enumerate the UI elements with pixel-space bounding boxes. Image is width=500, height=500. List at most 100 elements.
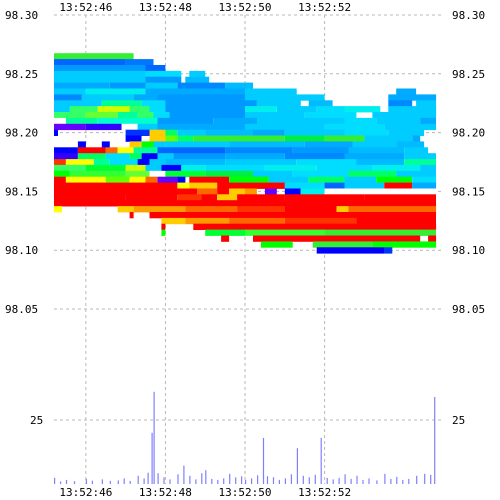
volume-bar [266, 476, 269, 484]
heatmap-cell [260, 241, 293, 248]
heatmap-cell [165, 170, 206, 178]
heatmap-cell [185, 217, 230, 225]
heatmap-cell [177, 135, 194, 142]
heatmap-cell [284, 182, 325, 189]
heatmap-cell [133, 147, 158, 154]
heatmap-cell [149, 129, 166, 136]
heatmap-cell [125, 164, 146, 172]
heatmap-cell [153, 112, 170, 119]
heatmap-cell [54, 100, 102, 107]
heatmap-cell [54, 188, 198, 195]
volume-tick-label-left: 25 [30, 414, 43, 427]
heatmap-cell [257, 100, 301, 107]
heatmap-cell [348, 147, 405, 154]
heatmap-cell [54, 159, 66, 166]
heatmap-cell [205, 129, 253, 136]
heatmap-cell [157, 117, 214, 125]
heatmap-cell [284, 129, 345, 136]
heatmap-cell [54, 182, 178, 189]
heatmap-cell [161, 223, 166, 230]
heatmap-cell [324, 135, 365, 142]
heatmap-cell [396, 88, 417, 95]
heatmap-cell [336, 206, 349, 213]
volume-bar [235, 477, 237, 484]
heatmap-cell [105, 176, 130, 183]
heatmap-cell [376, 176, 413, 183]
heatmap-cell [396, 141, 425, 148]
heatmap-cell [54, 82, 110, 89]
heatmap-cell [245, 88, 297, 95]
heatmap-cell [185, 206, 237, 213]
heatmap-cell [189, 70, 206, 78]
heatmap-cell [384, 182, 413, 189]
heatmap-cell [117, 206, 134, 213]
heatmap-cell [384, 123, 436, 131]
heatmap-cell [97, 117, 158, 125]
heatmap-cell [129, 176, 146, 183]
heatmap-cell [54, 106, 70, 113]
heatmap-cell [65, 159, 94, 166]
heatmap-cell [129, 212, 134, 219]
volume-bar [153, 391, 155, 484]
heatmap-cell [97, 106, 130, 113]
heatmap-cell [412, 176, 437, 183]
heatmap-cell [229, 188, 245, 195]
heatmap-cell [205, 164, 265, 172]
heatmap-cell [129, 106, 150, 113]
heatmap-cell [169, 112, 245, 119]
heatmap-cell [420, 117, 436, 125]
heatmap-cell [81, 94, 134, 101]
price-tick-label-left: 98.30 [5, 9, 38, 22]
price-tick-label-right: 98.20 [452, 127, 485, 140]
heatmap-cell [54, 112, 86, 119]
heatmap-cell [54, 164, 86, 172]
heatmap-bands [54, 53, 437, 254]
volume-bar [183, 465, 185, 484]
volume-bar [262, 437, 265, 484]
heatmap-cell [109, 82, 146, 89]
heatmap-cell [77, 147, 106, 154]
heatmap-cell [157, 123, 246, 131]
heatmap-cell [145, 82, 178, 89]
volume-bar [257, 475, 259, 484]
volume-bar [408, 478, 410, 484]
heatmap-cell [85, 112, 118, 119]
heatmap-cell [54, 200, 436, 207]
heatmap-cell [69, 106, 98, 113]
heatmap-cell [217, 188, 230, 195]
time-tick-label-top: 13:52:50 [219, 1, 272, 14]
heatmap-cell [229, 176, 269, 183]
volume-bar [356, 475, 358, 484]
heatmap-cell [165, 141, 230, 148]
volume-bar [109, 480, 111, 484]
heatmap-cell [376, 117, 421, 125]
volume-bar [416, 475, 418, 484]
price-tick-label-left: 98.10 [5, 244, 38, 257]
heatmap-cell [229, 217, 285, 225]
volume-bar [320, 437, 322, 484]
heatmap-cell [384, 247, 393, 254]
volume-bar [434, 397, 436, 484]
volume-bar [201, 473, 203, 484]
heatmap-cell [177, 129, 206, 136]
heatmap-cell [205, 170, 253, 178]
volume-bar [101, 479, 103, 484]
volume-bar [272, 477, 275, 484]
heatmap-cell [364, 194, 436, 201]
volume-bar [229, 473, 231, 484]
heatmap-cell [54, 70, 146, 78]
heatmap-cell [177, 182, 190, 189]
heatmap-cell [284, 194, 365, 201]
heatmap-cell [348, 206, 437, 213]
heatmap-cell [54, 170, 70, 178]
heatmap-cell [344, 117, 377, 125]
volume-bar [362, 479, 364, 484]
heatmap-cell [165, 135, 178, 142]
heatmap-cell [308, 100, 333, 107]
heatmap-cell [145, 76, 182, 83]
volume-bar [91, 480, 93, 484]
heatmap-cell [85, 88, 146, 95]
heatmap-cell [193, 135, 285, 142]
heatmap-cell [420, 164, 436, 172]
heatmap-cell [316, 106, 345, 113]
